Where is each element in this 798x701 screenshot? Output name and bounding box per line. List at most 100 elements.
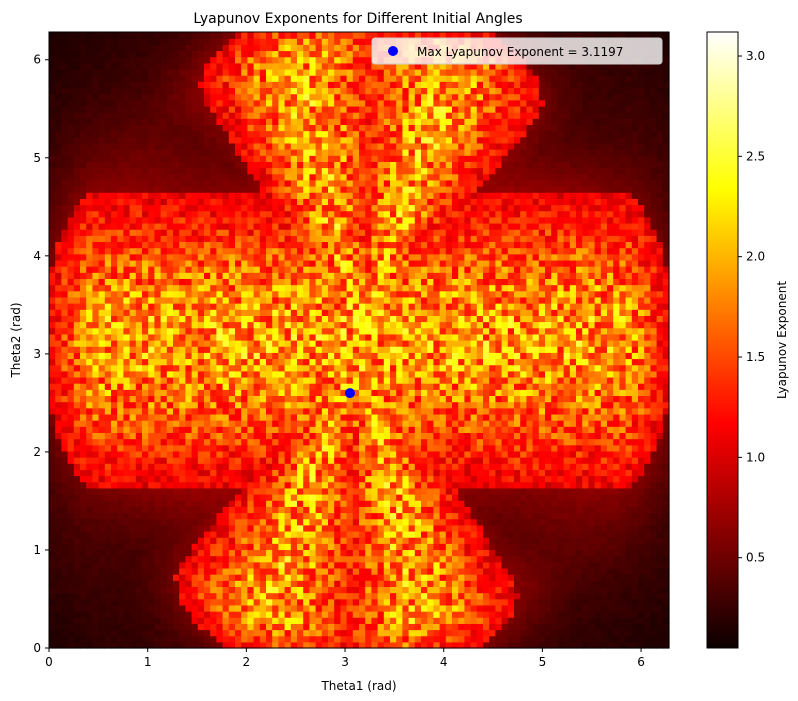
heatmap-cell — [594, 617, 602, 624]
heatmap-cell — [309, 407, 317, 415]
heatmap-cell — [588, 555, 596, 563]
heatmap-cell — [445, 346, 453, 353]
heatmap-cell — [563, 401, 571, 409]
heatmap-cell — [160, 524, 168, 532]
heatmap-cell — [135, 617, 143, 624]
heatmap-cell — [303, 598, 310, 606]
heatmap-cell — [222, 586, 230, 594]
heatmap-cell — [507, 494, 515, 501]
heatmap-cell — [328, 450, 335, 458]
heatmap-cell — [135, 494, 143, 501]
heatmap-cell — [458, 438, 465, 446]
heatmap-cell — [210, 530, 217, 538]
heatmap-cell — [148, 592, 155, 600]
heatmap-cell — [495, 561, 503, 569]
heatmap-cell — [111, 469, 118, 477]
heatmap-cell — [160, 463, 168, 470]
heatmap-cell — [61, 401, 69, 409]
heatmap-cell — [656, 364, 664, 372]
heatmap-cell — [371, 549, 379, 557]
heatmap-cell — [396, 383, 403, 390]
heatmap-cell — [520, 364, 527, 372]
heatmap-cell — [538, 413, 546, 421]
heatmap-cell — [352, 463, 360, 470]
heatmap-cell — [607, 629, 614, 637]
heatmap-cell — [507, 401, 515, 409]
heatmap-cell — [483, 401, 490, 409]
heatmap-cell — [514, 494, 521, 501]
heatmap-cell — [80, 346, 87, 353]
heatmap-cell — [49, 469, 56, 477]
heatmap-cell — [607, 506, 614, 514]
heatmap-cell — [222, 623, 230, 631]
heatmap-cell — [563, 487, 571, 495]
heatmap-cell — [520, 506, 527, 514]
heatmap-cell — [433, 346, 441, 353]
heatmap-cell — [458, 364, 465, 372]
heatmap-cell — [644, 395, 651, 403]
heatmap-cell — [86, 401, 93, 409]
heatmap-cell — [464, 641, 472, 649]
heatmap-cell — [520, 481, 527, 489]
heatmap-cell — [619, 432, 627, 440]
heatmap-cell — [86, 567, 93, 575]
heatmap-cell — [594, 512, 602, 520]
heatmap-cell — [421, 407, 428, 415]
heatmap-cell — [520, 635, 527, 643]
heatmap-cell — [433, 395, 441, 403]
heatmap-cell — [235, 481, 242, 489]
heatmap-cell — [414, 340, 422, 347]
heatmap-cell — [55, 450, 62, 458]
heatmap-cell — [427, 500, 434, 507]
heatmap-cell — [452, 580, 459, 587]
heatmap-cell — [464, 395, 472, 403]
heatmap-cell — [340, 555, 348, 563]
heatmap-cell — [297, 524, 304, 532]
heatmap-cell — [210, 487, 217, 495]
heatmap-cell — [452, 469, 459, 477]
heatmap-cell — [98, 487, 106, 495]
heatmap-cell — [470, 463, 478, 470]
heatmap-cell — [129, 543, 137, 551]
heatmap-cell — [179, 641, 186, 649]
heatmap-cell — [303, 346, 310, 353]
heatmap-cell — [458, 543, 465, 551]
heatmap-cell — [135, 457, 143, 464]
heatmap-cell — [197, 567, 205, 575]
heatmap-cell — [346, 420, 354, 427]
heatmap-cell — [123, 543, 131, 551]
heatmap-cell — [185, 641, 193, 649]
heatmap-cell — [563, 586, 571, 594]
heatmap-cell — [111, 370, 118, 378]
heatmap-cell — [656, 629, 664, 637]
heatmap-cell — [538, 543, 546, 551]
heatmap-cell — [328, 592, 335, 600]
heatmap-cell — [334, 389, 341, 397]
heatmap-cell — [631, 376, 639, 384]
heatmap-cell — [563, 450, 571, 458]
heatmap-cell — [557, 567, 565, 575]
heatmap-cell — [594, 567, 602, 575]
heatmap-cell — [489, 438, 496, 446]
heatmap-cell — [315, 635, 323, 643]
heatmap-cell — [148, 561, 155, 569]
heatmap-cell — [160, 611, 168, 618]
heatmap-cell — [588, 364, 596, 372]
heatmap-cell — [92, 586, 100, 594]
heatmap-cell — [662, 611, 670, 618]
heatmap-cell — [644, 389, 651, 397]
heatmap-cell — [166, 574, 174, 581]
heatmap-cell — [55, 376, 62, 384]
heatmap-cell — [439, 537, 447, 544]
heatmap-cell — [538, 635, 546, 643]
heatmap-cell — [346, 623, 354, 631]
heatmap-cell — [142, 383, 149, 390]
heatmap-cell — [414, 598, 422, 606]
heatmap-cell — [173, 500, 180, 507]
heatmap-cell — [532, 518, 540, 526]
heatmap-cell — [73, 420, 81, 427]
heatmap-cell — [371, 389, 379, 397]
heatmap-cell — [526, 469, 534, 477]
heatmap-cell — [309, 370, 317, 378]
